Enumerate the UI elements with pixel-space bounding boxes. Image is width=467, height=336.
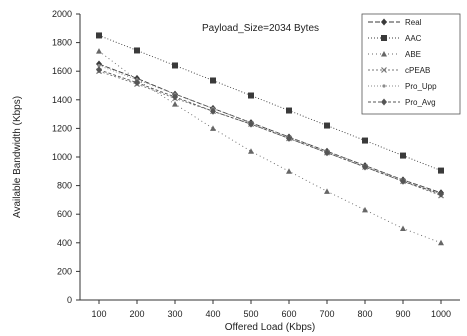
payload-annotation: Payload_Size=2034 Bytes <box>202 23 319 34</box>
series-line-pro-upp <box>98 65 442 195</box>
data-point-aac <box>438 167 444 174</box>
y-tick-label: 200 <box>57 266 72 276</box>
legend-item-pro-avg: Pro_Avg <box>368 98 436 107</box>
data-point-abe <box>96 48 102 54</box>
data-point-aac <box>324 122 330 129</box>
legend-label: Pro_Upp <box>405 82 437 91</box>
x-tick-label: 100 <box>91 309 106 319</box>
data-point-aac <box>248 92 254 99</box>
data-point-aac <box>172 62 178 69</box>
series-aac <box>96 32 444 174</box>
legend-box <box>361 13 461 115</box>
data-point-aac <box>286 107 292 114</box>
legend-swatch-marker <box>381 51 387 57</box>
data-point-pro-avg <box>324 149 330 157</box>
series-pro-avg <box>96 66 444 198</box>
y-tick-label: 800 <box>57 181 72 191</box>
y-tick-label: 1200 <box>52 123 72 133</box>
series-line-pro-avg <box>98 69 442 195</box>
data-point-pro-avg <box>400 177 406 185</box>
data-point-abe <box>286 168 292 174</box>
data-point-pro-avg <box>96 66 102 74</box>
legend-swatch-marker <box>381 98 387 106</box>
legend-label: ABE <box>405 50 421 59</box>
data-point-abe <box>172 101 178 107</box>
data-point-aac <box>400 152 406 159</box>
data-point-abe <box>248 148 254 154</box>
y-axis-title: Available Bandwidth (Kbps) <box>12 96 23 218</box>
legend-swatch-marker <box>381 67 387 73</box>
data-point-aac <box>96 32 102 39</box>
legend-label: cPEAB <box>405 66 430 75</box>
ticks: 0 200 400 600 800 1000 1200 1400 1600 1800 2000 100… <box>52 9 451 319</box>
series-line-aac <box>98 35 442 172</box>
legend-label: AAC <box>405 34 422 43</box>
data-point-pro-avg <box>134 79 140 87</box>
legend-swatch-marker <box>381 18 387 26</box>
legend-label: Real <box>405 18 422 27</box>
legend-label: Pro_Avg <box>405 98 436 107</box>
y-tick-label: 400 <box>57 238 72 248</box>
series-line-real <box>98 63 442 194</box>
y-tick-label: 0 <box>67 295 72 305</box>
legend-swatch-marker <box>381 35 387 41</box>
series-layer <box>96 32 444 246</box>
y-tick-label: 600 <box>57 209 72 219</box>
x-tick-label: 800 <box>357 309 372 319</box>
y-tick-label: 2000 <box>52 9 72 19</box>
x-tick-label: 700 <box>319 309 334 319</box>
data-point-pro-avg <box>210 107 216 115</box>
x-tick-label: 200 <box>129 309 144 319</box>
data-point-aac <box>362 137 368 144</box>
x-tick-label: 1000 <box>431 309 451 319</box>
legend-swatch-marker <box>382 84 386 88</box>
data-point-pro-avg <box>172 93 178 101</box>
x-tick-label: 600 <box>281 309 296 319</box>
y-tick-label: 1600 <box>52 66 72 76</box>
data-point-abe <box>324 188 330 194</box>
data-point-abe <box>362 206 368 213</box>
x-tick-label: 900 <box>395 309 410 319</box>
legend-item-aac: AAC <box>368 34 422 43</box>
data-point-pro-upp <box>97 63 101 68</box>
data-point-abe <box>400 225 406 231</box>
x-tick-label: 300 <box>167 309 182 319</box>
legend-item-cpeab: cPEAB <box>368 66 430 75</box>
legend-item-abe: ABE <box>368 50 421 59</box>
data-point-pro-avg <box>362 163 368 171</box>
x-tick-label: 400 <box>205 309 220 319</box>
data-point-aac <box>134 47 140 54</box>
data-point-pro-avg <box>438 190 444 198</box>
legend-item-pro-upp: Pro_Upp <box>368 82 437 91</box>
y-tick-label: 1800 <box>52 38 72 48</box>
x-tick-label: 500 <box>243 309 258 319</box>
data-point-pro-avg <box>286 134 292 142</box>
legend: Real AAC ABE cPEAB Pro_Upp Pro_Avg <box>361 13 461 115</box>
y-tick-label: 1400 <box>52 95 72 105</box>
x-axis-title: Offered Load (Kbps) <box>225 322 315 333</box>
legend-item-real: Real <box>368 18 422 27</box>
data-point-abe <box>438 239 444 246</box>
data-point-aac <box>210 77 216 84</box>
y-tick-label: 1000 <box>52 152 72 162</box>
data-point-abe <box>210 125 216 131</box>
data-point-pro-avg <box>248 120 254 128</box>
